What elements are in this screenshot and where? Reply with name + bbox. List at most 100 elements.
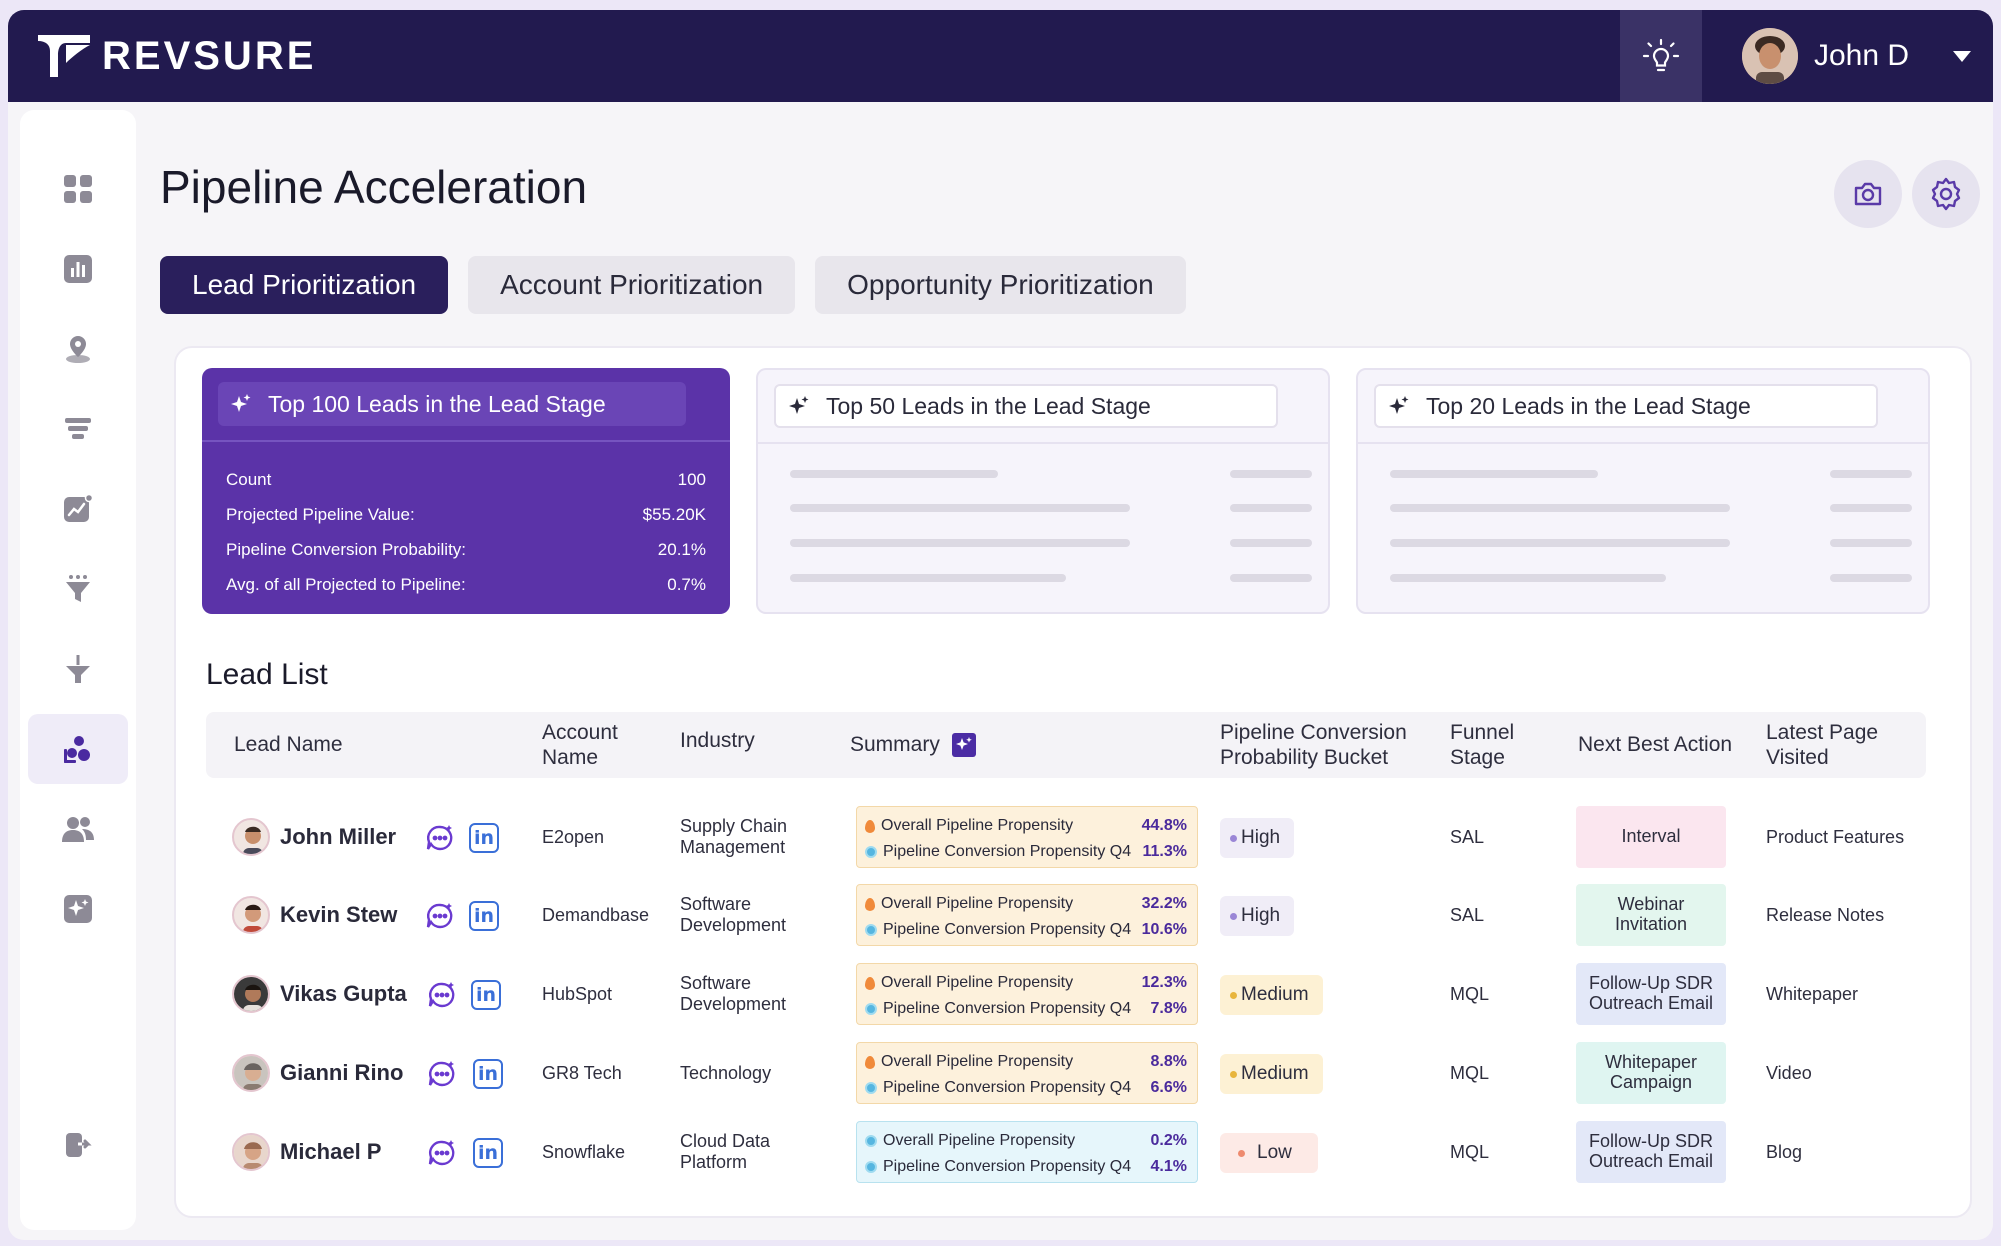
lead-name[interactable]: Kevin Stew [280, 902, 398, 928]
bucket-dot [1230, 912, 1237, 920]
linkedin-icon: in [473, 1138, 503, 1168]
tab-opportunity-prioritization[interactable]: Opportunity Prioritization [815, 256, 1186, 314]
column-label: Latest Page [1766, 720, 1879, 744]
table-row[interactable]: Kevin Stew in Demandbase Software Develo… [206, 882, 1926, 948]
action-line: Outreach Email [1588, 993, 1714, 1013]
column-summary[interactable]: Summary [850, 712, 976, 778]
table-row[interactable]: John Miller in E2open Supply Chain Manag… [206, 804, 1926, 870]
next-best-action[interactable]: Whitepaper Campaign [1576, 1042, 1726, 1104]
bucket-label: Medium [1241, 984, 1309, 1005]
action-line: Webinar [1617, 894, 1685, 915]
avatar [232, 1054, 270, 1092]
lead-name[interactable]: John Miller [280, 824, 397, 850]
chevron-down-icon[interactable] [1953, 50, 1972, 62]
summary-box: Overall Pipeline Propensity 0.2% Pipeline… [856, 1121, 1198, 1183]
table-row[interactable]: Gianni Rino in GR8 Tech Technology Overa… [206, 1040, 1926, 1106]
ai-chat-button[interactable] [424, 900, 456, 932]
filter-funnel-icon [66, 575, 90, 602]
top100-stat-card[interactable]: Top 100 Leads in the Lead Stage Count 10… [202, 368, 730, 614]
revsure-logo[interactable]: REVSURE [36, 30, 316, 82]
chat-sparkle-icon [428, 1061, 455, 1087]
ai-chat-button[interactable] [424, 822, 456, 854]
screenshot-button[interactable] [1834, 160, 1902, 228]
sidebar-item-pipeline-acceleration[interactable] [28, 714, 128, 784]
tab-lead-prioritization[interactable]: Lead Prioritization [160, 256, 449, 314]
linkedin-button[interactable]: in [468, 822, 500, 854]
stat-row-count: Count 100 [226, 462, 706, 497]
loading-placeholder [790, 539, 1130, 547]
sidebar-item-ai[interactable] [28, 874, 128, 944]
column-latest-page[interactable]: Latest Page Visited [1766, 712, 1878, 778]
next-best-action[interactable]: Follow-Up SDR Outreach Email [1576, 1121, 1726, 1183]
column-account-name[interactable]: Account Name [542, 712, 618, 778]
column-label: Name [542, 746, 599, 769]
loading-placeholder [790, 470, 998, 478]
next-best-action[interactable]: Webinar Invitation [1576, 884, 1726, 946]
linkedin-button[interactable]: in [472, 1058, 504, 1090]
summary-box: Overall Pipeline Propensity 44.8% Pipelin… [856, 806, 1198, 868]
sidebar-item-filter[interactable] [28, 554, 128, 624]
insights-button[interactable] [1620, 10, 1702, 102]
column-probability-bucket[interactable]: Pipeline Conversion Probability Bucket [1220, 712, 1407, 778]
lead-list-title: Lead List [206, 658, 328, 691]
stat-value: 100 [677, 469, 706, 489]
sidebar-item-trends[interactable] [28, 474, 128, 544]
sidebar-item-location[interactable] [28, 314, 128, 384]
column-next-best-action[interactable]: Next Best Action [1578, 733, 1733, 757]
summary-label: Overall Pipeline Propensity [883, 1132, 1076, 1149]
status-badge: Medium [1220, 975, 1323, 1015]
chat-sparkle-icon [426, 903, 453, 929]
bucket-dot [1230, 1070, 1237, 1078]
stat-row-avg-projected: Avg. of all Projected to Pipeline: 0.7% [226, 567, 706, 602]
sidebar-item-reports[interactable] [28, 234, 128, 304]
revsure-logo-icon [38, 35, 90, 77]
lead-name[interactable]: Vikas Gupta [280, 981, 407, 1007]
action-line: Follow-Up SDR [1588, 973, 1714, 994]
industry: Cloud Data Platform [680, 1119, 770, 1185]
tab-account-prioritization[interactable]: Account Prioritization [468, 256, 796, 314]
table-row[interactable]: Vikas Gupta in HubSpot Software Developm… [206, 961, 1926, 1027]
overall-propensity: 32.2% [1141, 895, 1187, 912]
action-line: Whitepaper [1604, 1052, 1698, 1073]
column-funnel-stage[interactable]: Funnel Stage [1450, 712, 1514, 778]
next-best-action[interactable]: Follow-Up SDR Outreach Email [1576, 963, 1726, 1025]
industry-line: Supply Chain [680, 816, 788, 837]
action-line: Interval [1621, 826, 1681, 847]
lead-name[interactable]: Gianni Rino [280, 1060, 404, 1086]
user-avatar [1742, 28, 1798, 84]
summary-box: Overall Pipeline Propensity 12.3% Pipelin… [856, 963, 1198, 1025]
user-menu[interactable]: John D [1742, 28, 1972, 84]
loading-placeholder [1230, 504, 1312, 512]
column-label: Probability Bucket [1220, 746, 1389, 769]
sidebar-item-users[interactable] [28, 794, 128, 864]
lead-name[interactable]: Michael P [280, 1139, 382, 1165]
pipeline-acceleration-icon [64, 736, 90, 763]
summary-label: Pipeline Conversion Propensity Q4 [883, 1000, 1132, 1017]
loading-placeholder [1390, 539, 1730, 547]
linkedin-button[interactable]: in [472, 1137, 504, 1169]
top20-stat-card[interactable]: Top 20 Leads in the Lead Stage [1356, 368, 1930, 614]
next-best-action[interactable]: Interval [1576, 806, 1726, 868]
table-row[interactable]: Michael P in Snowflake Cloud Data Platfo… [206, 1119, 1926, 1185]
industry: Supply Chain Management [680, 804, 787, 870]
ai-chat-button[interactable] [426, 979, 458, 1011]
loading-placeholder [1830, 470, 1912, 478]
sidebar-item-logout[interactable] [28, 1110, 128, 1180]
sidebar-item-dashboard[interactable] [28, 154, 128, 224]
sidebar-item-merge[interactable] [28, 634, 128, 704]
summary-label: Pipeline Conversion Propensity Q4 [883, 1158, 1132, 1175]
linkedin-button[interactable]: in [468, 900, 500, 932]
industry: Technology [680, 1040, 771, 1106]
settings-button[interactable] [1912, 160, 1980, 228]
top50-stat-card[interactable]: Top 50 Leads in the Lead Stage [756, 368, 1330, 614]
stat-value: 0.7% [667, 574, 706, 594]
loading-placeholder [1830, 539, 1912, 547]
column-industry[interactable]: Industry [680, 729, 755, 753]
sidebar-item-funnel[interactable] [28, 394, 128, 464]
ai-chat-button[interactable] [426, 1137, 458, 1169]
avatar [232, 896, 270, 934]
column-lead-name[interactable]: Lead Name [234, 733, 343, 757]
linkedin-button[interactable]: in [470, 979, 502, 1011]
ai-chat-button[interactable] [426, 1058, 458, 1090]
column-label: Visited [1766, 746, 1829, 769]
